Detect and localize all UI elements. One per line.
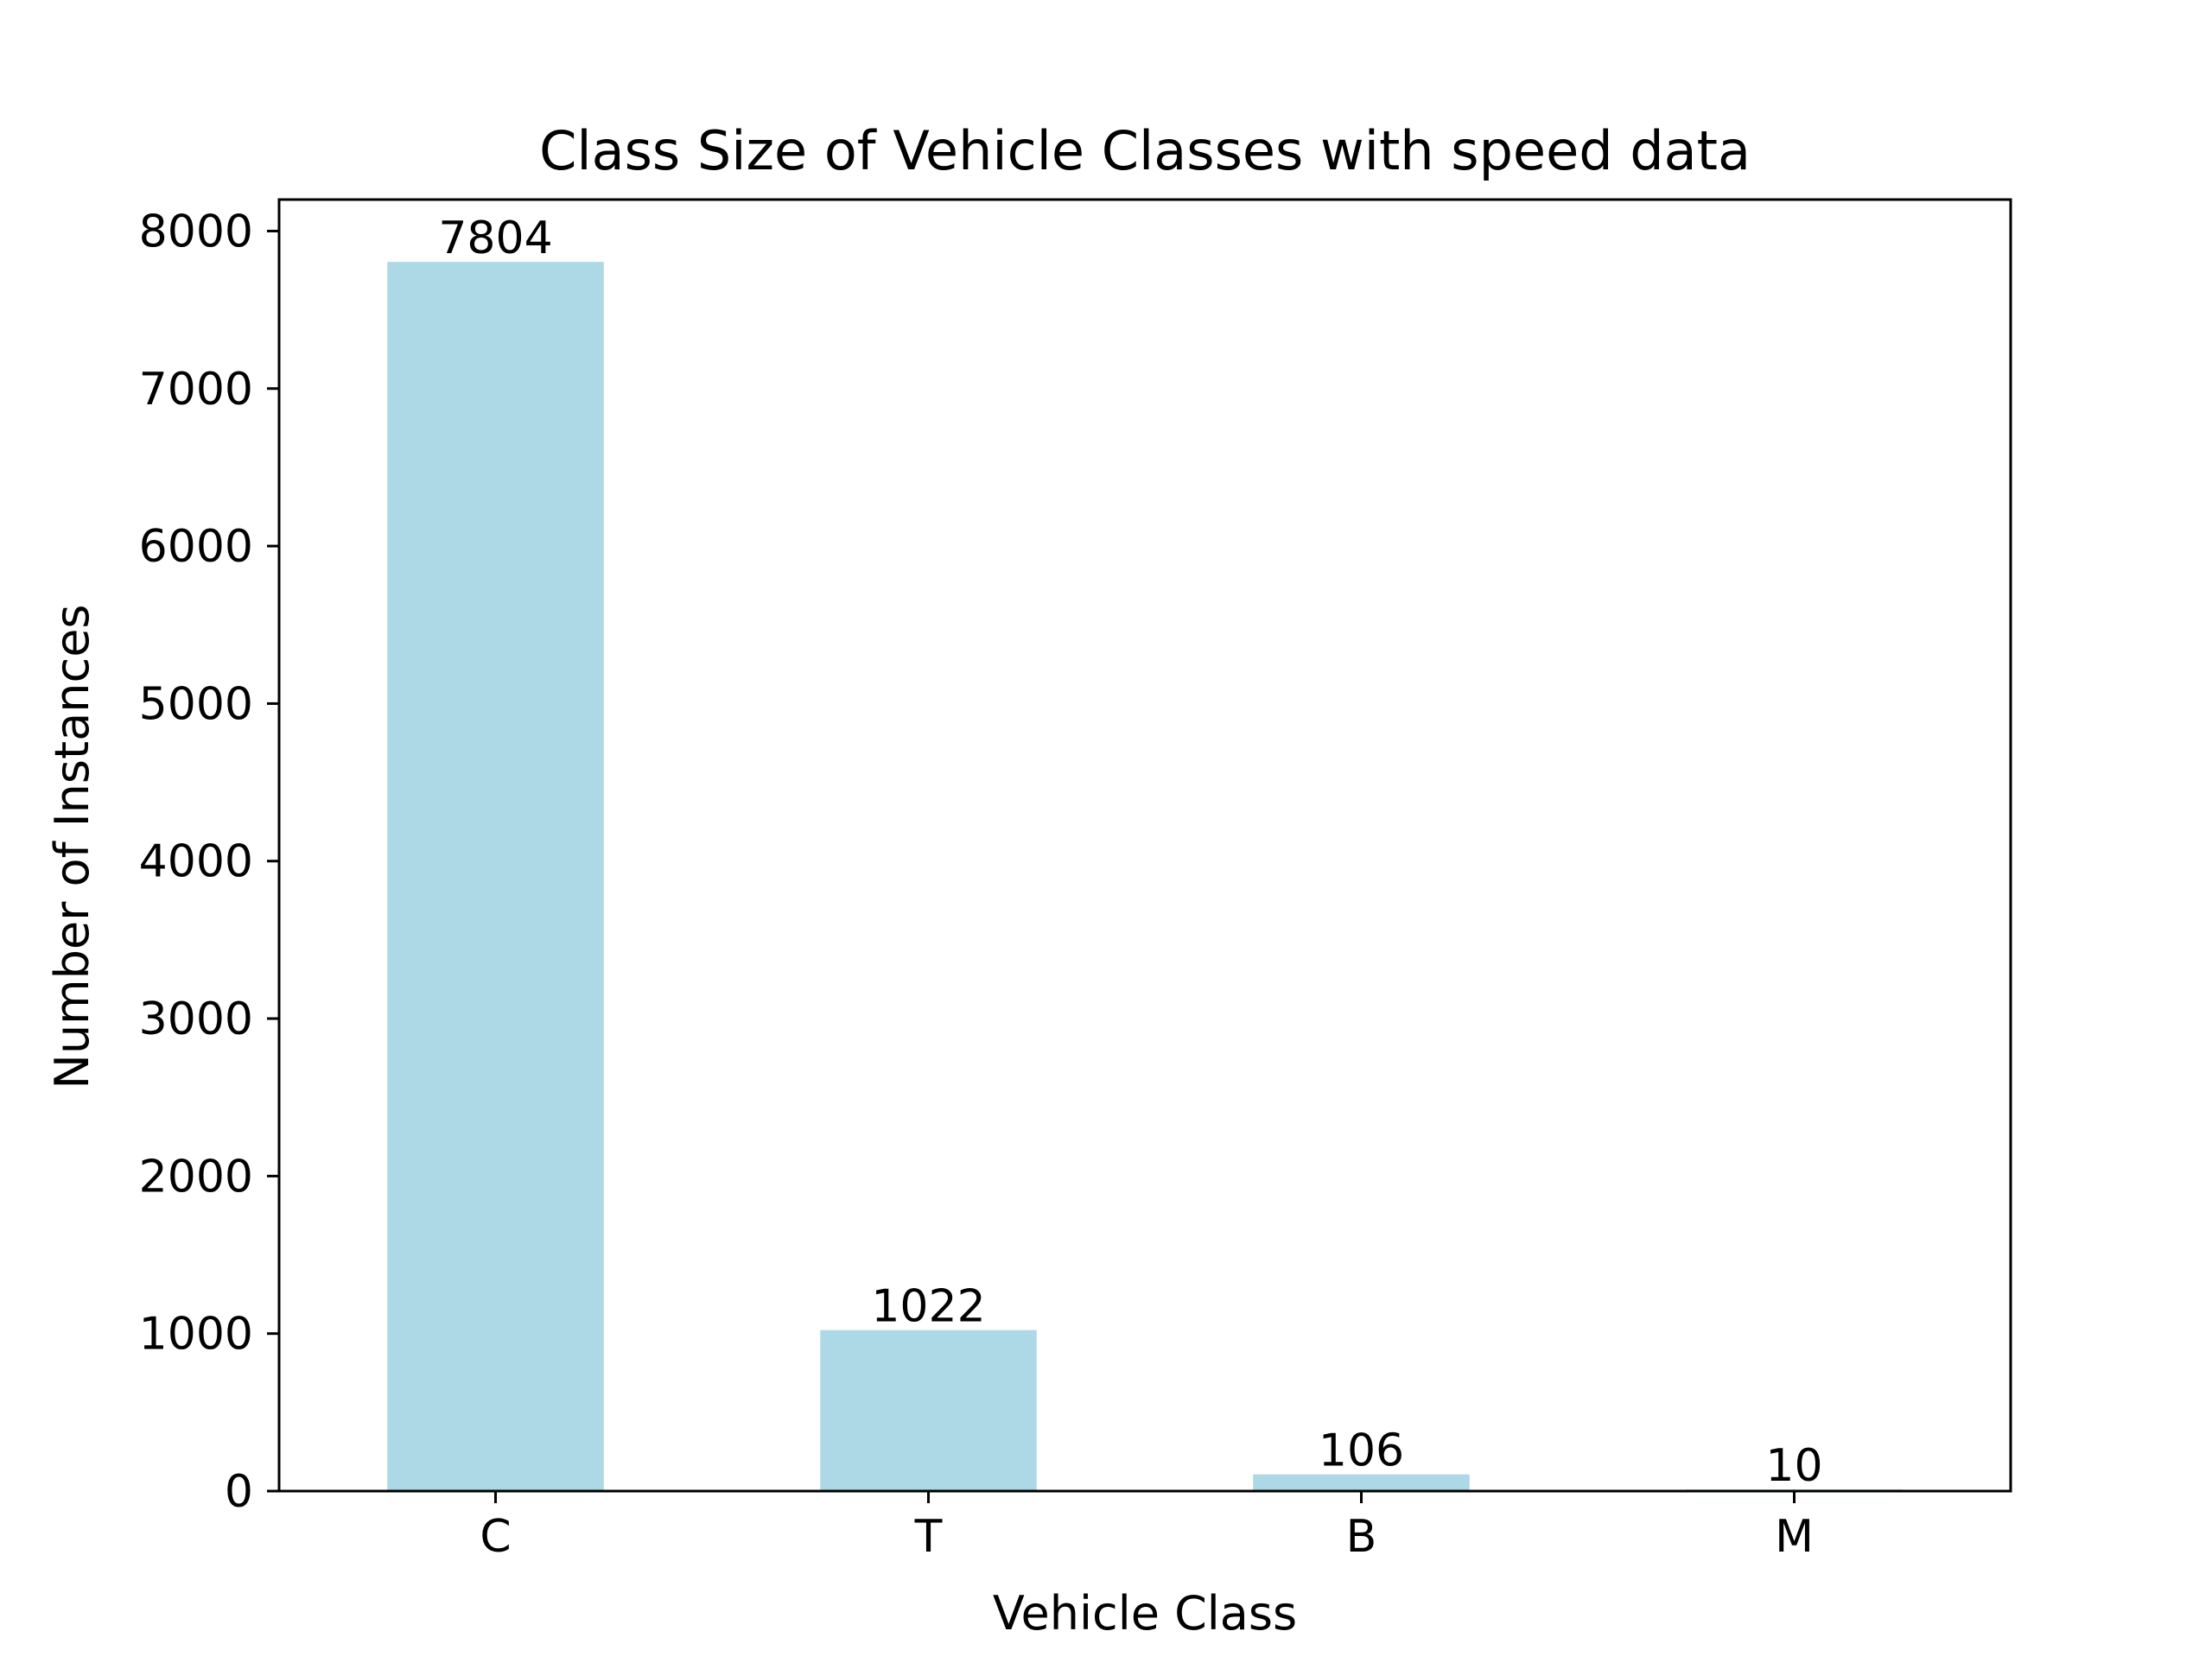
chart-title: Class Size of Vehicle Classes with speed…: [539, 119, 1751, 182]
plot-frame: [277, 198, 2012, 1493]
x-tick-label-c: C: [480, 1511, 511, 1563]
data-label-t: 1022: [871, 1281, 985, 1333]
y-tick-label: 8000: [139, 206, 253, 257]
y-tick-label: 7000: [139, 364, 253, 416]
y-tick-label: 5000: [139, 678, 253, 730]
bars-layer: [387, 262, 1903, 1492]
y-tick-label: 2000: [139, 1151, 253, 1203]
y-tick-label: 4000: [139, 836, 253, 888]
bar-c: [387, 262, 604, 1492]
y-axis-label: Number of Instances: [45, 604, 99, 1089]
y-tick-label: 6000: [139, 521, 253, 573]
x-tick-label-m: M: [1775, 1511, 1814, 1563]
y-tick-label: 3000: [139, 993, 253, 1045]
data-label-c: 7804: [438, 213, 552, 264]
bar-t: [820, 1330, 1037, 1491]
x-tick-label-t: T: [914, 1511, 943, 1563]
axes-layer: [267, 198, 2012, 1503]
labels-layer: 7804 C 1022 T 106 B 10 M 0 1000 2000 3000 4000 5000 60…: [139, 206, 1823, 1563]
x-axis-label: Vehicle Class: [993, 1586, 1297, 1641]
x-tick-label-b: B: [1346, 1511, 1377, 1563]
y-tick-label: 0: [225, 1466, 253, 1518]
data-label-b: 106: [1319, 1425, 1404, 1477]
y-tick-label: 1000: [139, 1309, 253, 1361]
data-label-m: 10: [1765, 1440, 1822, 1492]
bar-b: [1253, 1474, 1470, 1491]
